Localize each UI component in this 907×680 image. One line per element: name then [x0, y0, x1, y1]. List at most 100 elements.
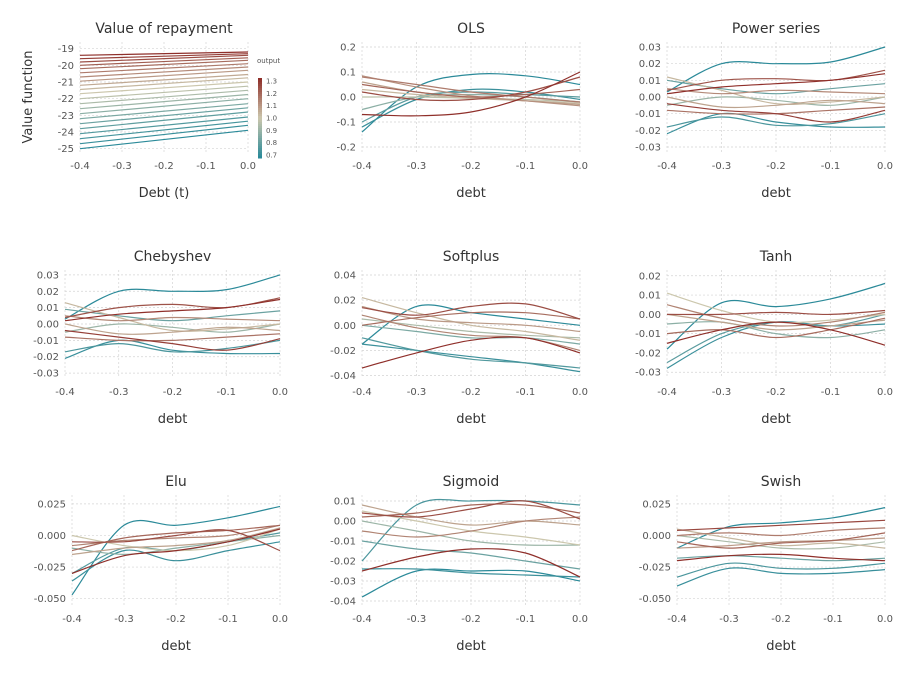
legend-color-swatch: [258, 138, 262, 141]
series-line: [79, 69, 249, 82]
x-axis-label: debt: [761, 412, 791, 427]
legend-color-swatch: [258, 112, 262, 115]
x-tick-label: 0.0: [877, 614, 893, 625]
series-line: [676, 532, 886, 549]
x-tick-label: -0.1: [516, 161, 536, 172]
series-line: [361, 500, 581, 520]
y-tick-label: 0.2: [340, 43, 356, 54]
x-tick-label: -0.4: [657, 387, 677, 398]
x-tick-label: -0.1: [516, 614, 536, 625]
y-tick-label: -0.1: [336, 118, 356, 129]
legend-color-swatch: [258, 78, 262, 81]
legend-color-swatch: [258, 84, 262, 87]
y-axis-label: Value function: [21, 51, 36, 144]
series-line: [676, 519, 886, 531]
series-line: [361, 83, 581, 98]
series-line: [64, 323, 281, 333]
x-tick-label: -0.2: [461, 387, 481, 398]
y-tick-label: -0.050: [34, 594, 66, 605]
series-line: [79, 98, 249, 115]
x-tick-label: -0.2: [771, 614, 791, 625]
x-tick-label: -0.4: [62, 614, 82, 625]
series-line: [676, 562, 886, 578]
y-tick-label: 0.000: [37, 531, 66, 542]
legend-title: output: [257, 57, 280, 65]
legend-color-swatch: [258, 140, 262, 143]
y-tick-label: 0.01: [37, 303, 59, 314]
series-line: [79, 129, 249, 150]
series-line: [79, 89, 249, 105]
x-tick-label: -0.2: [163, 387, 183, 398]
series-line: [666, 317, 886, 339]
legend-color-swatch: [258, 124, 262, 127]
panel-title: Sigmoid: [443, 474, 500, 490]
x-tick-label: -0.4: [667, 614, 687, 625]
series-line: [64, 329, 281, 351]
series-line: [666, 46, 886, 93]
y-tick-label: 0.03: [639, 43, 661, 54]
series-line: [79, 54, 249, 63]
legend-color-swatch: [258, 100, 262, 103]
x-tick-label: -0.4: [352, 387, 372, 398]
x-tick-label: -0.2: [766, 387, 786, 398]
x-tick-label: -0.1: [821, 387, 841, 398]
legend: output 1.3 1.2 1.1 1.0 0.9 0.8 0.7: [257, 57, 280, 160]
x-tick-label: -0.1: [516, 387, 536, 398]
x-tick-label: -0.3: [719, 614, 739, 625]
panel-power: -0.4 -0.3 -0.2 -0.1 0.0 -0.03 -0.02 -0.01 0.00 0.…: [635, 21, 893, 201]
series-line: [79, 111, 249, 130]
legend-tick-label: 1.3: [266, 78, 277, 86]
x-axis-label: debt: [456, 412, 486, 427]
series-line: [79, 63, 249, 74]
series-line: [79, 77, 249, 91]
y-tick-label: 0.00: [37, 320, 59, 331]
legend-color-swatch: [258, 122, 262, 125]
y-tick-label: -0.02: [635, 348, 661, 359]
series-line: [361, 76, 581, 102]
legend-color-swatch: [258, 146, 262, 149]
series-line: [676, 507, 886, 549]
x-tick-label: 0.0: [240, 161, 256, 172]
x-tick-label: 0.0: [877, 387, 893, 398]
series-line: [64, 315, 281, 322]
x-tick-label: -0.2: [461, 614, 481, 625]
legend-color-swatch: [258, 150, 262, 153]
panel-elu: -0.4 -0.3 -0.2 -0.1 0.0 -0.050 -0.025 0.000 0.02…: [34, 474, 288, 654]
x-tick-label: -0.3: [114, 614, 134, 625]
y-tick-label: -0.02: [33, 352, 59, 363]
y-tick-label: -0.025: [34, 563, 66, 574]
series-line: [666, 113, 886, 128]
y-tick-label: 0.04: [334, 271, 356, 282]
panel-tanh: -0.4 -0.3 -0.2 -0.1 0.0 -0.03 -0.02 -0.01 0.00 0.…: [635, 249, 893, 427]
series-line: [676, 567, 886, 587]
x-tick-label: -0.2: [154, 161, 174, 172]
panel-title: Chebyshev: [134, 249, 212, 265]
panel-title: Elu: [165, 474, 187, 490]
y-tick-label: 0.01: [639, 291, 661, 302]
y-tick-label: -0.050: [639, 594, 671, 605]
series-line: [79, 53, 249, 60]
series-line: [71, 529, 281, 552]
y-tick-label: 0.0: [340, 93, 356, 104]
legend-color-swatch: [258, 92, 262, 95]
legend-color-swatch: [258, 152, 262, 155]
legend-color-swatch: [258, 96, 262, 99]
y-tick-label: 0.025: [642, 499, 671, 510]
legend-color-swatch: [258, 148, 262, 151]
series-line: [71, 524, 281, 552]
y-tick-label: -0.03: [330, 577, 356, 588]
legend-color-swatch: [258, 126, 262, 129]
y-tick-label: -24: [58, 128, 74, 139]
panel-sigmoid: -0.4 -0.3 -0.2 -0.1 0.0 -0.04 -0.03 -0.02 -0.01 0…: [330, 474, 588, 654]
series-line: [361, 318, 581, 339]
y-tick-label: 0.025: [37, 499, 66, 510]
y-tick-label: -22: [58, 94, 74, 105]
series-line: [79, 107, 249, 125]
series-line: [666, 321, 886, 339]
legend-tick-label: 0.9: [266, 127, 277, 135]
x-axis-label: debt: [456, 186, 486, 201]
x-tick-label: 0.0: [272, 614, 288, 625]
panel-cheb: -0.4 -0.3 -0.2 -0.1 0.0 -0.03 -0.02 -0.01 0.00 0.…: [33, 249, 288, 427]
x-axis-label: Debt (t): [139, 186, 190, 201]
series-line: [666, 313, 886, 331]
